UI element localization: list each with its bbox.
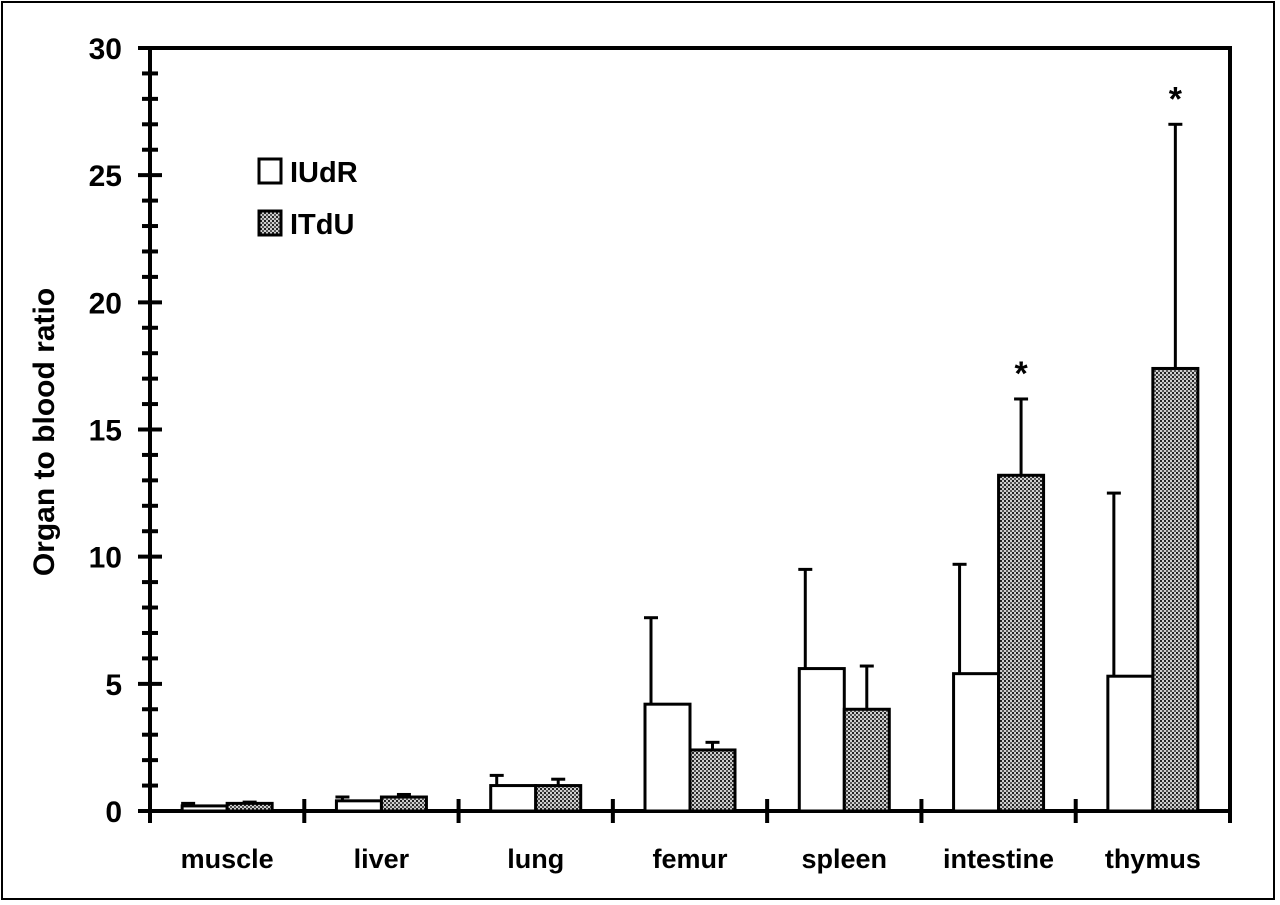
- y-tick-label: 10: [89, 542, 122, 575]
- bar-iudr-lung: [489, 784, 538, 813]
- legend-swatch-iudr: [257, 157, 283, 185]
- labels: 0 5 10 15 20 25 30 muscle liver lung femur spleen in…: [89, 33, 1201, 874]
- legend: IUdR ITdU: [257, 157, 358, 241]
- x-category-label: femur: [652, 844, 728, 874]
- bar-itdu-femur: [688, 748, 737, 813]
- y-tick-label: 25: [89, 160, 122, 193]
- x-category-label: muscle: [181, 844, 274, 874]
- bar-itdu-lung: [534, 784, 583, 813]
- y-tick-label: 5: [105, 669, 122, 702]
- x-category-label: intestine: [943, 844, 1054, 874]
- bar-iudr-spleen: [797, 667, 846, 813]
- significance-marker: *: [1169, 80, 1183, 118]
- legend-swatch-itdu: [257, 209, 283, 237]
- bar-itdu-spleen: [842, 707, 891, 813]
- bar-itdu-thymus: [1151, 366, 1200, 813]
- bar-iudr-thymus: [1106, 674, 1155, 813]
- y-tick-label: 15: [89, 415, 122, 448]
- bars: [180, 122, 1200, 813]
- bar-iudr-liver: [334, 799, 383, 813]
- x-category-label: lung: [507, 844, 564, 874]
- bar-itdu-muscle: [225, 801, 274, 813]
- x-category-label: spleen: [802, 844, 888, 874]
- y-axis-title: Organ to blood ratio: [28, 288, 61, 576]
- y-tick-label: 30: [89, 33, 122, 66]
- bar-iudr-intestine: [952, 672, 1001, 813]
- y-tick-label: 20: [89, 287, 122, 320]
- y-tick-label: 0: [105, 796, 122, 829]
- bar-itdu-liver: [379, 795, 428, 813]
- legend-label-itdu: ITdU: [290, 209, 354, 241]
- bar-itdu-intestine: [997, 473, 1046, 813]
- x-category-label: thymus: [1105, 844, 1201, 874]
- x-category-label: liver: [354, 844, 410, 874]
- bar-iudr-muscle: [180, 804, 229, 813]
- bar-iudr-femur: [643, 702, 692, 813]
- significance-marker: *: [1014, 355, 1028, 393]
- legend-label-iudr: IUdR: [290, 157, 358, 189]
